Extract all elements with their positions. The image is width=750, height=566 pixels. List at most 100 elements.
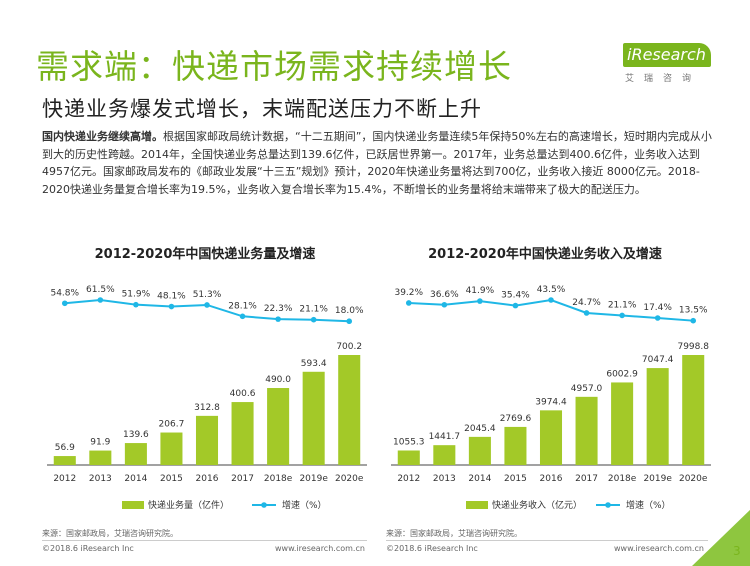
x-tick-label: 2015 [504,474,527,484]
bar [302,371,325,465]
x-tick-label: 2014 [468,474,491,484]
source-note-right: 来源：国家邮政局，艾瑞咨询研究院。 [386,529,522,538]
source-note-left: 来源：国家邮政局，艾瑞咨询研究院。 [42,529,178,538]
bar-value-label: 593.4 [301,359,327,369]
x-tick-label: 2018e [264,474,293,484]
intro-paragraph: 国内快递业务继续高增。根据国家邮政局统计数据，“十二五期间”，国内快递业务量连续… [42,128,714,198]
page-subtitle: 快递业务爆发式增长，末端配送压力不断上升 [42,97,482,121]
growth-point [619,312,625,319]
bar-value-label: 2769.6 [500,414,532,424]
bar [231,402,254,465]
bar-value-label: 3974.4 [535,397,567,407]
legend-bar-swatch [122,501,144,509]
growth-value-label: 36.6% [430,290,459,300]
growth-point [583,310,590,316]
copyright-right: ©2018.6 iResearch Inc [386,544,478,553]
bar-value-label: 139.6 [123,430,149,440]
x-tick-label: 2019e [299,474,328,484]
bar-value-label: 4957.0 [571,384,603,394]
bar [53,456,76,465]
growth-value-label: 28.1% [228,301,257,311]
x-tick-label: 2020e [335,474,364,484]
bar [89,450,112,465]
growth-point [97,297,104,303]
bar-value-label: 490.0 [265,375,291,385]
growth-value-label: 39.2% [394,288,423,298]
growth-value-label: 35.4% [501,291,530,301]
x-tick-label: 2017 [575,474,598,484]
legend-bar-label: 快递业务收入（亿元） [492,499,582,511]
x-tick-label: 2012 [397,474,420,484]
x-tick-label: 2013 [433,474,456,484]
website-right: www.iresearch.com.cn [614,544,704,553]
growth-value-label: 61.5% [86,285,115,295]
growth-value-label: 51.9% [122,290,151,300]
bar [160,432,183,465]
x-tick-label: 2012 [53,474,76,484]
footer-divider-right [386,540,708,541]
logo-subtitle: 艾瑞咨询 [625,74,702,84]
growth-value-label: 18.0% [335,306,364,316]
growth-value-label: 51.3% [193,290,222,300]
legend-line-label: 增速（%） [282,499,327,511]
growth-point [477,298,483,304]
growth-point [275,316,281,322]
growth-point [346,318,353,325]
bar [504,426,527,465]
x-tick-label: 2015 [160,474,183,484]
growth-value-label: 48.1% [157,292,186,302]
growth-point [61,300,68,307]
bar [338,355,361,465]
legend-bar-swatch [466,501,488,509]
logo-prefix: i [627,45,632,64]
x-tick-label: 2019e [643,474,672,484]
bar-value-label: 7998.8 [677,342,709,352]
growth-point [204,302,210,308]
growth-point [310,316,317,323]
footer-divider-left [42,540,367,541]
revenue-chart: 1055.3 2012 1441.7 2013 2045.4 2014 2769.6 2015… [391,285,711,511]
x-tick-label: 2013 [89,474,112,484]
growth-value-label: 13.5% [679,306,708,316]
growth-point [512,302,519,309]
logo-text: Research [631,45,706,64]
x-tick-label: 2017 [231,474,254,484]
bar-value-label: 700.2 [336,342,362,352]
growth-point [654,315,661,321]
bar-value-label: 400.6 [230,389,256,399]
bar-value-label: 312.8 [194,403,220,413]
paragraph-lead: 国内快递业务继续高增。 [42,130,163,143]
bar-value-label: 91.9 [90,438,110,448]
growth-value-label: 22.3% [264,304,293,314]
growth-point [405,300,412,306]
growth-point [239,313,246,320]
growth-value-label: 21.1% [299,305,328,315]
bar [646,368,669,465]
chart-title-revenue: 2012-2020年中国快递业务收入及增速 [428,247,662,262]
growth-value-label: 43.5% [537,285,566,295]
website-left: www.iresearch.com.cn [275,544,365,553]
copyright-left: ©2018.6 iResearch Inc [42,544,134,553]
page-number: 3 [733,544,741,558]
growth-value-label: 17.4% [643,303,672,313]
bar [195,415,219,465]
bar-value-label: 6002.9 [606,369,638,379]
growth-value-label: 21.1% [608,300,637,310]
growth-point [548,297,554,303]
bar [124,443,147,465]
x-tick-label: 2014 [124,474,147,484]
x-tick-label: 2016 [196,474,219,484]
growth-value-label: 24.7% [572,298,601,308]
growth-value-label: 41.9% [466,286,495,296]
legend-line-label: 增速（%） [626,499,671,511]
bar [267,388,290,465]
paragraph-body: 根据国家邮政局统计数据，“十二五期间”，国内快递业务量连续5年保持50%左右的高… [42,130,712,196]
bar [397,450,420,465]
growth-point [441,301,448,308]
growth-point [690,317,697,324]
bar-value-label: 7047.4 [642,355,674,365]
bar [682,355,705,465]
chart-title-volume: 2012-2020年中国快递业务量及增速 [94,247,316,262]
page-title: 需求端：快递市场需求持续增长 [36,47,512,86]
x-tick-label: 2016 [540,474,563,484]
